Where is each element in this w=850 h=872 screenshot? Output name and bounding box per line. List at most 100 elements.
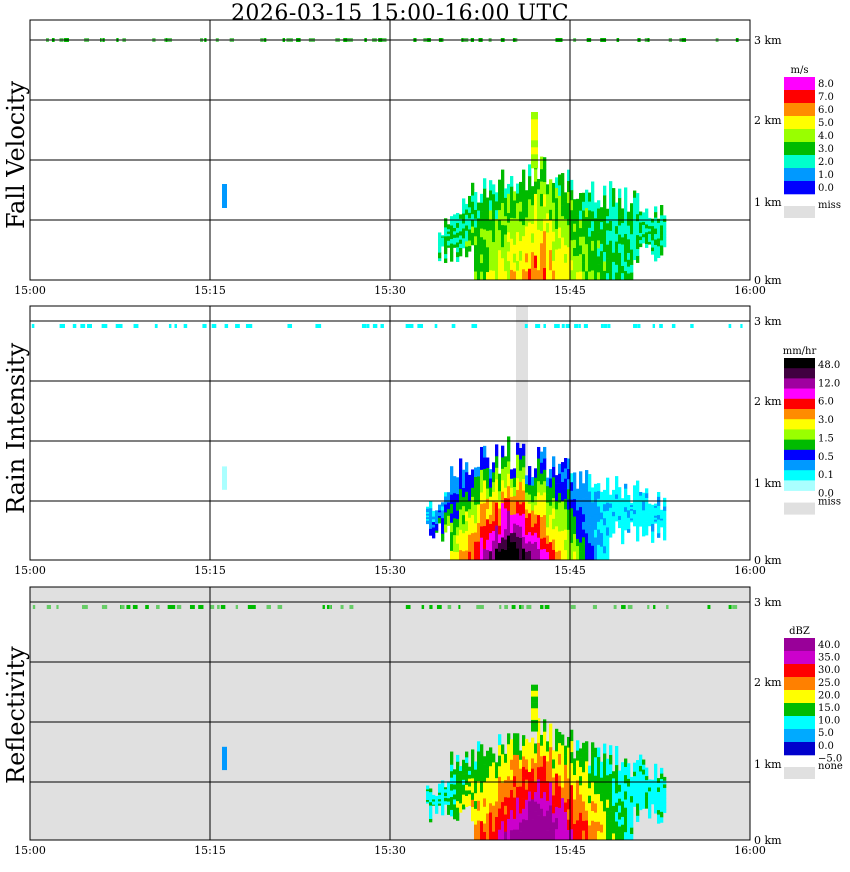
echo-cell [591, 201, 595, 212]
echo-cell [456, 256, 460, 262]
echo-cell [552, 831, 556, 841]
y-tick-label: 2 km [754, 114, 782, 127]
echo-cell [477, 550, 481, 561]
echo-cell [462, 764, 466, 770]
echo-cell [651, 243, 655, 248]
echo-cell [579, 766, 583, 777]
echo-cell [522, 525, 526, 538]
echo-cell [543, 181, 547, 195]
echo-cell [651, 218, 655, 223]
echo-cell [594, 812, 598, 822]
echo-cell [567, 539, 571, 551]
echo-cell [654, 513, 658, 516]
echo-cell [612, 502, 616, 508]
echo-cell [438, 506, 442, 509]
echo-cell [516, 270, 520, 281]
echo-cell [447, 811, 451, 815]
noise-3km [235, 605, 239, 609]
echo-cell [651, 504, 655, 509]
echo-cell [528, 531, 532, 542]
echo-cell [489, 821, 493, 832]
echo-cell [579, 821, 583, 832]
echo-cell [468, 551, 472, 561]
echo-cell [516, 241, 520, 252]
echo-cell [645, 775, 649, 781]
echo-cell [426, 511, 430, 514]
noise-3km [134, 324, 139, 328]
echo-cell [585, 270, 589, 281]
echo-cell [432, 801, 436, 803]
echo-cell [570, 542, 574, 552]
echo-cell [492, 184, 496, 195]
echo-cell [483, 764, 487, 774]
echo-cell [468, 517, 472, 527]
echo-cell [513, 797, 517, 809]
echo-cell [465, 768, 469, 774]
echo-cell [447, 801, 451, 805]
echo-cell [453, 509, 457, 519]
echo-cell [495, 236, 499, 246]
echo-cell [498, 259, 502, 271]
echo-cell [486, 768, 490, 778]
echo-cell [609, 792, 613, 803]
echo-cell [651, 801, 655, 805]
echo-cell [552, 518, 556, 530]
echo-cell [570, 516, 574, 526]
echo-cell [639, 787, 643, 794]
echo-cell [642, 215, 646, 219]
legend-label: 5.0 [818, 118, 834, 129]
echo-cell [582, 552, 586, 561]
echo-cell [552, 192, 556, 203]
echo-cell [588, 474, 592, 483]
echo-cell [618, 252, 622, 263]
echo-cell [495, 502, 499, 515]
noise-3km [479, 605, 484, 609]
echo-cell [543, 779, 547, 793]
echo-cell [654, 503, 658, 506]
echo-cell [519, 537, 523, 550]
echo-cell [456, 768, 460, 775]
echo-cell [525, 500, 529, 510]
isolated-echo [222, 466, 227, 490]
noise-3km [561, 324, 565, 328]
echo-cell [477, 264, 481, 273]
echo-cell [486, 222, 490, 231]
echo-cell [534, 193, 538, 207]
echo-cell [435, 512, 439, 516]
echo-cell [552, 786, 556, 796]
echo-cell [633, 793, 637, 799]
echo-cell [456, 222, 460, 228]
echo-cell [609, 511, 613, 517]
echo-cell [570, 481, 574, 491]
x-tick-label: 15:00 [14, 844, 46, 857]
echo-cell [660, 800, 664, 807]
echo-cell [621, 265, 625, 274]
echo-cell [492, 796, 496, 806]
echo-cell [576, 495, 580, 504]
echo-cell [504, 771, 508, 781]
legend-swatch [784, 368, 815, 379]
echo-cell [597, 544, 601, 553]
echo-cell [531, 477, 535, 486]
echo-cell [477, 485, 481, 496]
echo-cell [660, 215, 664, 221]
echo-cell [429, 815, 433, 819]
echo-cell [453, 799, 457, 805]
echo-cell [549, 723, 553, 736]
echo-cell [504, 788, 508, 798]
echo-cell [507, 535, 511, 548]
echo-cell [561, 808, 565, 820]
echo-cell [531, 510, 535, 519]
echo-cell [624, 483, 628, 489]
echo-cell [579, 497, 583, 508]
echo-cell [612, 489, 616, 495]
echo-cell [576, 750, 580, 761]
echo-cell [453, 221, 457, 225]
echo-cell [537, 803, 541, 816]
echo-cell [504, 779, 508, 789]
echo-cell [546, 222, 550, 233]
echo-cell [450, 252, 454, 258]
echo-cell [597, 821, 601, 832]
echo-cell [531, 526, 535, 536]
echo-cell [459, 519, 463, 530]
